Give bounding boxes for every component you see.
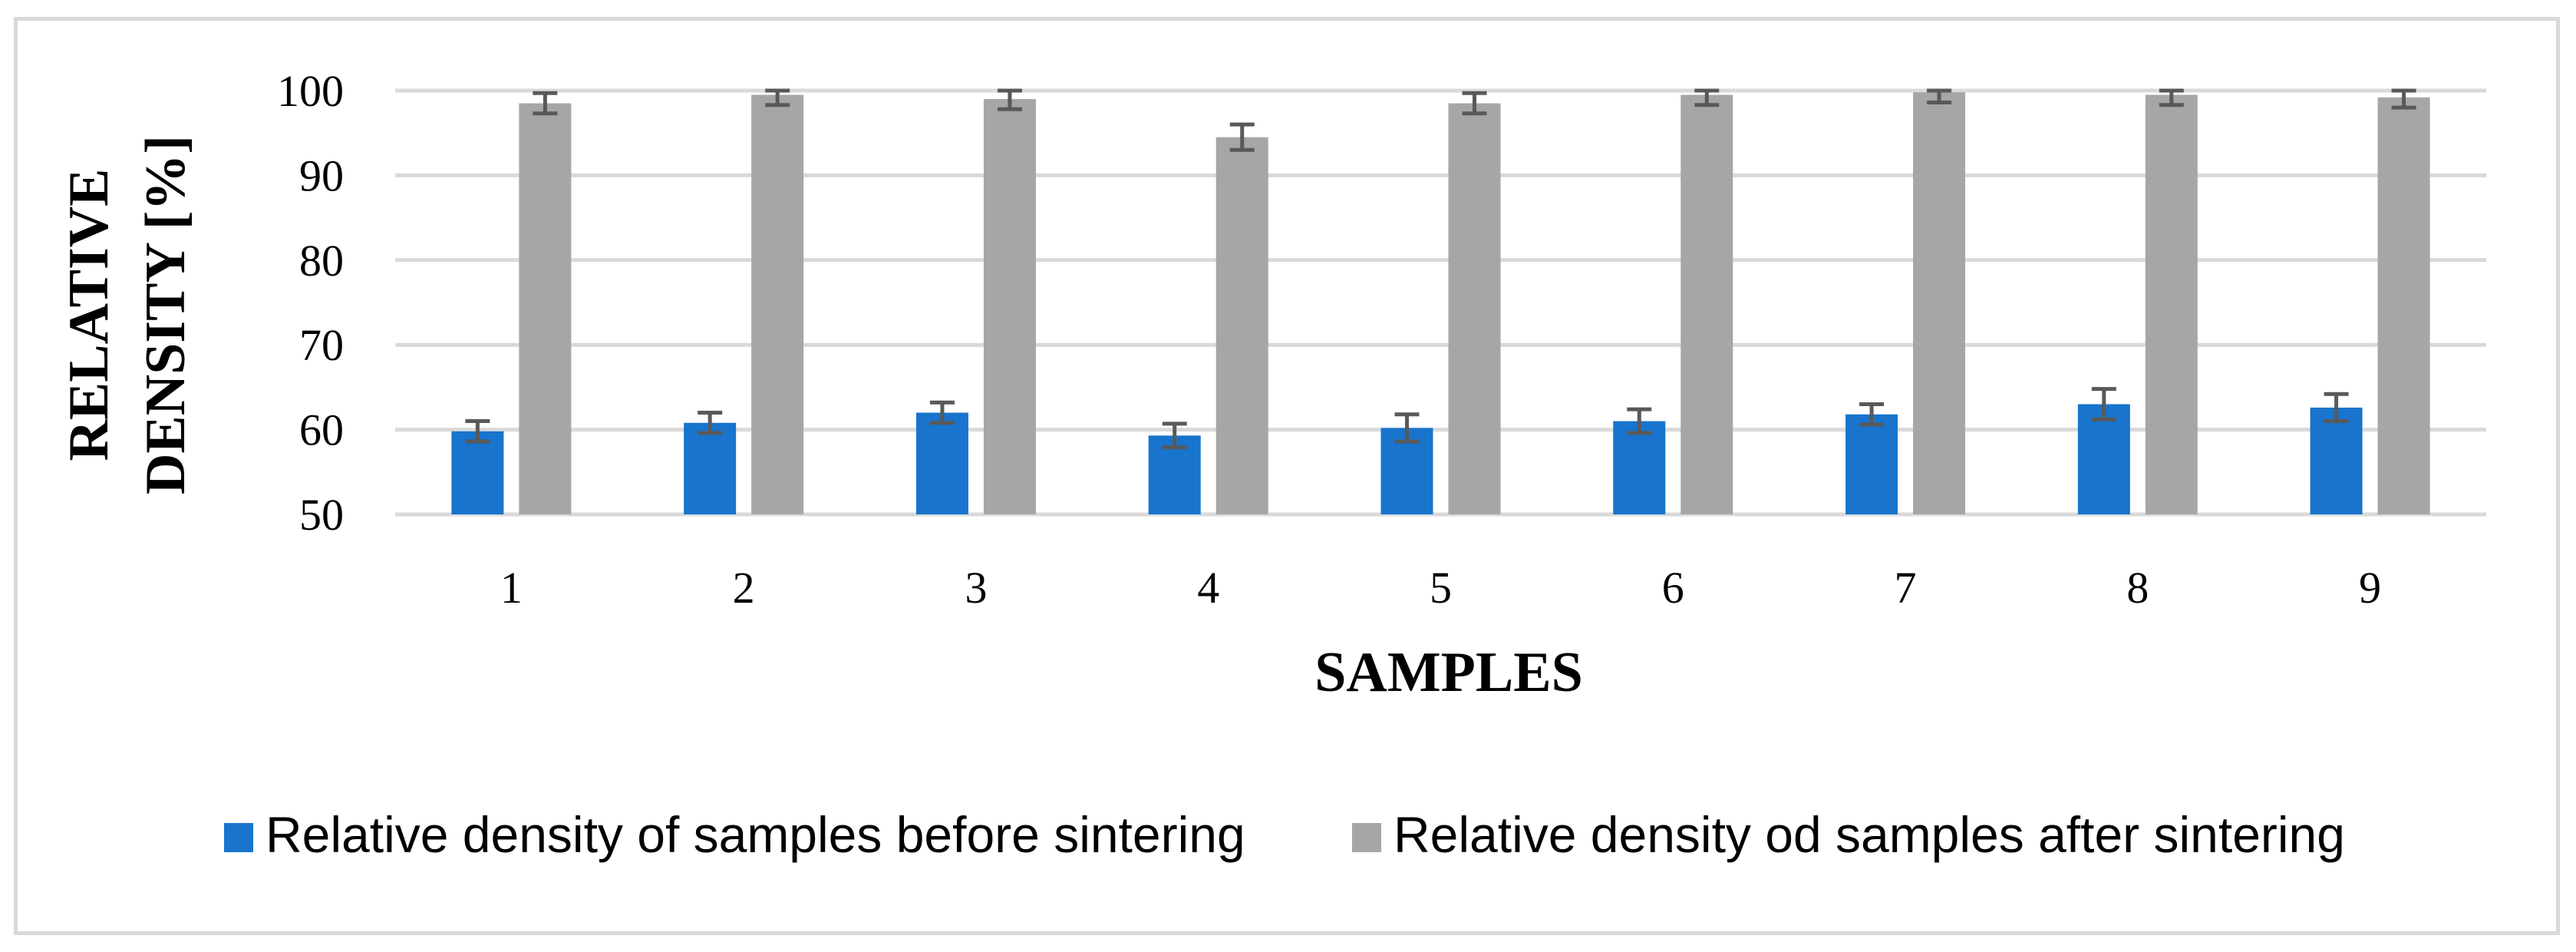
bar-series2-sample-8 (2145, 94, 2198, 514)
y-tick-label-60: 60 (299, 405, 344, 455)
bar-series2-sample-3 (983, 99, 1036, 515)
x-tick-label-9: 9 (2359, 563, 2381, 613)
bar-series2-sample-6 (1681, 94, 1733, 514)
bar-series2-sample-7 (1913, 92, 1966, 514)
bar-series1-sample-2 (684, 422, 737, 514)
legend-swatch-series2 (1352, 823, 1381, 852)
bar-series2-sample-9 (2377, 97, 2430, 514)
bar-series1-sample-1 (451, 431, 504, 514)
gridlines (395, 88, 2486, 517)
x-axis-title: SAMPLES (1314, 641, 1583, 704)
y-tick-label-70: 70 (299, 320, 344, 370)
bar-series1-sample-7 (1845, 414, 1898, 514)
x-tick-label-2: 2 (733, 563, 755, 613)
x-tick-label-5: 5 (1430, 563, 1452, 613)
y-tick-label-100: 100 (277, 66, 344, 116)
legend-label-series1: Relative density of samples before sinte… (266, 806, 1245, 863)
y-axis-title-line-1: RELATIVE (58, 168, 120, 461)
bar-series1-sample-8 (2077, 404, 2130, 514)
y-tick-label-80: 80 (299, 236, 344, 286)
x-tick-label-4: 4 (1197, 563, 1219, 613)
bar-series2-sample-4 (1215, 137, 1268, 514)
bar-series1-sample-9 (2310, 407, 2363, 514)
x-tick-label-7: 7 (1895, 563, 1917, 613)
bar-series2-sample-2 (751, 94, 804, 514)
legend: Relative density of samples before sinte… (224, 806, 2345, 863)
bar-series2-sample-5 (1448, 103, 1501, 514)
chart-frame (14, 17, 2560, 935)
y-tick-labels: 50 60 70 80 90 100 (277, 66, 344, 540)
y-axis-title-line-2: DENSITY [%] (134, 135, 197, 494)
bars (451, 92, 2430, 515)
x-tick-label-8: 8 (2126, 563, 2149, 613)
x-tick-label-6: 6 (1662, 563, 1684, 613)
bar-series1-sample-3 (915, 412, 968, 514)
bar-series1-sample-6 (1613, 421, 1666, 514)
error-bars (465, 88, 2416, 450)
x-tick-label-3: 3 (965, 563, 987, 613)
bar-series2-sample-1 (519, 103, 572, 514)
x-tick-labels: 1 2 3 4 5 6 7 8 9 (500, 563, 2381, 613)
legend-swatch-series1 (224, 823, 253, 852)
legend-label-series2: Relative density od samples after sinter… (1394, 806, 2345, 863)
y-tick-label-50: 50 (299, 490, 344, 540)
y-tick-label-90: 90 (299, 150, 344, 200)
x-tick-label-1: 1 (500, 563, 523, 613)
